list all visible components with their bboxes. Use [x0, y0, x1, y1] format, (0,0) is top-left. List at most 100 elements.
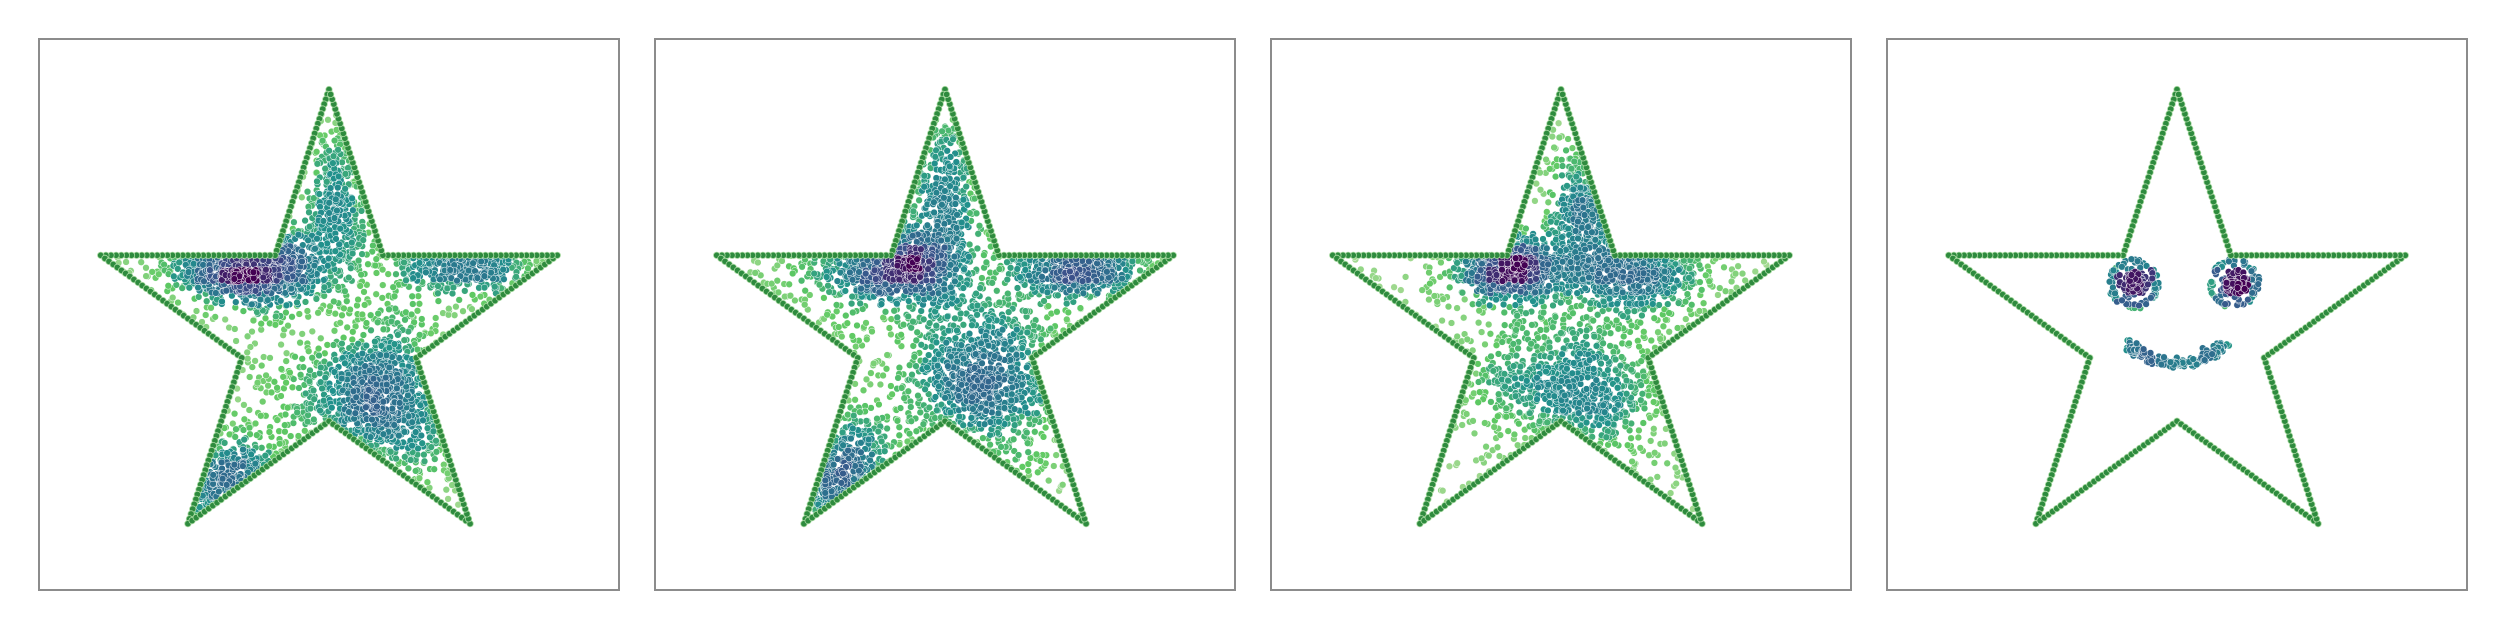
scatter-point — [967, 414, 976, 422]
scatter-point — [874, 427, 882, 436]
scatter-point — [473, 274, 482, 282]
scatter-point — [922, 412, 931, 420]
scatter-point — [390, 421, 398, 429]
scatter-point — [369, 241, 377, 250]
scatter-point — [1024, 448, 1032, 456]
scatter-point — [1064, 308, 1072, 317]
scatter-point — [264, 296, 272, 304]
scatter-point — [965, 240, 974, 249]
scatter-point — [965, 253, 973, 261]
scatter-point — [392, 454, 400, 463]
scatter-point — [325, 209, 333, 217]
scatter-point — [1023, 363, 1031, 371]
scatter-point — [374, 309, 382, 318]
scatter-point — [851, 396, 859, 404]
scatter-point — [137, 258, 145, 266]
scatter-point — [843, 319, 851, 327]
scatter-point — [265, 428, 274, 436]
scatter-point — [363, 392, 371, 401]
scatter-point — [195, 293, 203, 301]
scatter-point — [354, 256, 363, 265]
scatter-point — [315, 351, 323, 360]
scatter-point — [311, 245, 319, 253]
scatter-point — [408, 441, 416, 450]
scatter-point — [275, 271, 284, 280]
scatter-point — [296, 371, 305, 379]
scatter-point — [383, 380, 391, 389]
scatter-point — [899, 321, 908, 329]
scatter-point — [373, 402, 381, 411]
scatter-point — [338, 311, 346, 319]
scatter-point — [288, 313, 296, 321]
scatter-point — [345, 273, 353, 282]
scatter-point — [791, 296, 799, 305]
scatter-point — [338, 374, 346, 383]
scatter-point — [993, 287, 1001, 295]
scatter-point — [824, 282, 832, 290]
scatter-point — [310, 415, 318, 424]
scatter-point — [303, 307, 312, 315]
scatter-point — [407, 456, 415, 464]
scatter-point — [423, 478, 432, 486]
scatter-point — [329, 159, 337, 167]
scatter-point — [361, 301, 369, 309]
scatter-point — [320, 276, 328, 284]
scatter-point — [420, 451, 428, 459]
scatter-point — [1063, 299, 1071, 308]
scatter-point — [823, 311, 831, 319]
scatter-point — [415, 474, 424, 482]
scatter-point — [798, 263, 806, 271]
scatter-point — [251, 419, 260, 428]
scatter-point — [946, 162, 954, 170]
scatter-point — [1045, 476, 1053, 485]
scatter-point — [960, 265, 968, 273]
scatter-point — [895, 364, 904, 372]
scatter-point — [243, 348, 251, 357]
scatter-point — [318, 137, 327, 145]
scatter-point — [995, 418, 1003, 426]
scatter-point — [194, 283, 202, 292]
scatter-point — [404, 391, 412, 400]
scatter-point — [1018, 344, 1026, 352]
scatter-point — [316, 203, 324, 211]
scatter-point — [142, 272, 150, 280]
scatter-point — [282, 379, 290, 387]
scatter-point — [820, 294, 828, 302]
scatter-point — [301, 216, 309, 225]
scatter-point — [357, 207, 366, 215]
scatter-point — [480, 283, 489, 292]
scatter-point — [155, 270, 163, 278]
scatter-point — [952, 158, 960, 166]
scatter-point — [354, 340, 362, 348]
scatter-point — [362, 319, 371, 327]
scatter-point — [218, 297, 226, 306]
scatter-point — [925, 351, 933, 359]
scatter-point — [469, 259, 477, 267]
scatter-point — [251, 287, 260, 295]
scatter-point — [448, 289, 457, 298]
scatter-point — [917, 341, 925, 349]
scatter-point — [972, 209, 981, 217]
scatter-point — [946, 153, 955, 161]
scatter-point — [1040, 297, 1048, 305]
scatter-point — [341, 287, 349, 295]
scatter-point — [282, 308, 290, 317]
scatter-point — [290, 218, 298, 226]
scatter-point — [257, 412, 265, 420]
scatter-point — [184, 268, 193, 276]
scatter-point — [868, 327, 876, 336]
scatter-point — [253, 379, 262, 387]
scatter-point — [1063, 315, 1071, 324]
scatter-point — [329, 152, 338, 160]
scatter-point — [825, 288, 833, 296]
scatter-point — [415, 300, 424, 308]
scatter-point — [328, 404, 336, 412]
scatter-point — [434, 282, 442, 290]
scatter-point — [212, 289, 220, 297]
scatter-point — [850, 411, 858, 420]
scatter-point — [904, 312, 912, 321]
scatter-point — [317, 363, 325, 372]
scatter-point — [234, 395, 242, 404]
scatter-point — [334, 146, 342, 154]
